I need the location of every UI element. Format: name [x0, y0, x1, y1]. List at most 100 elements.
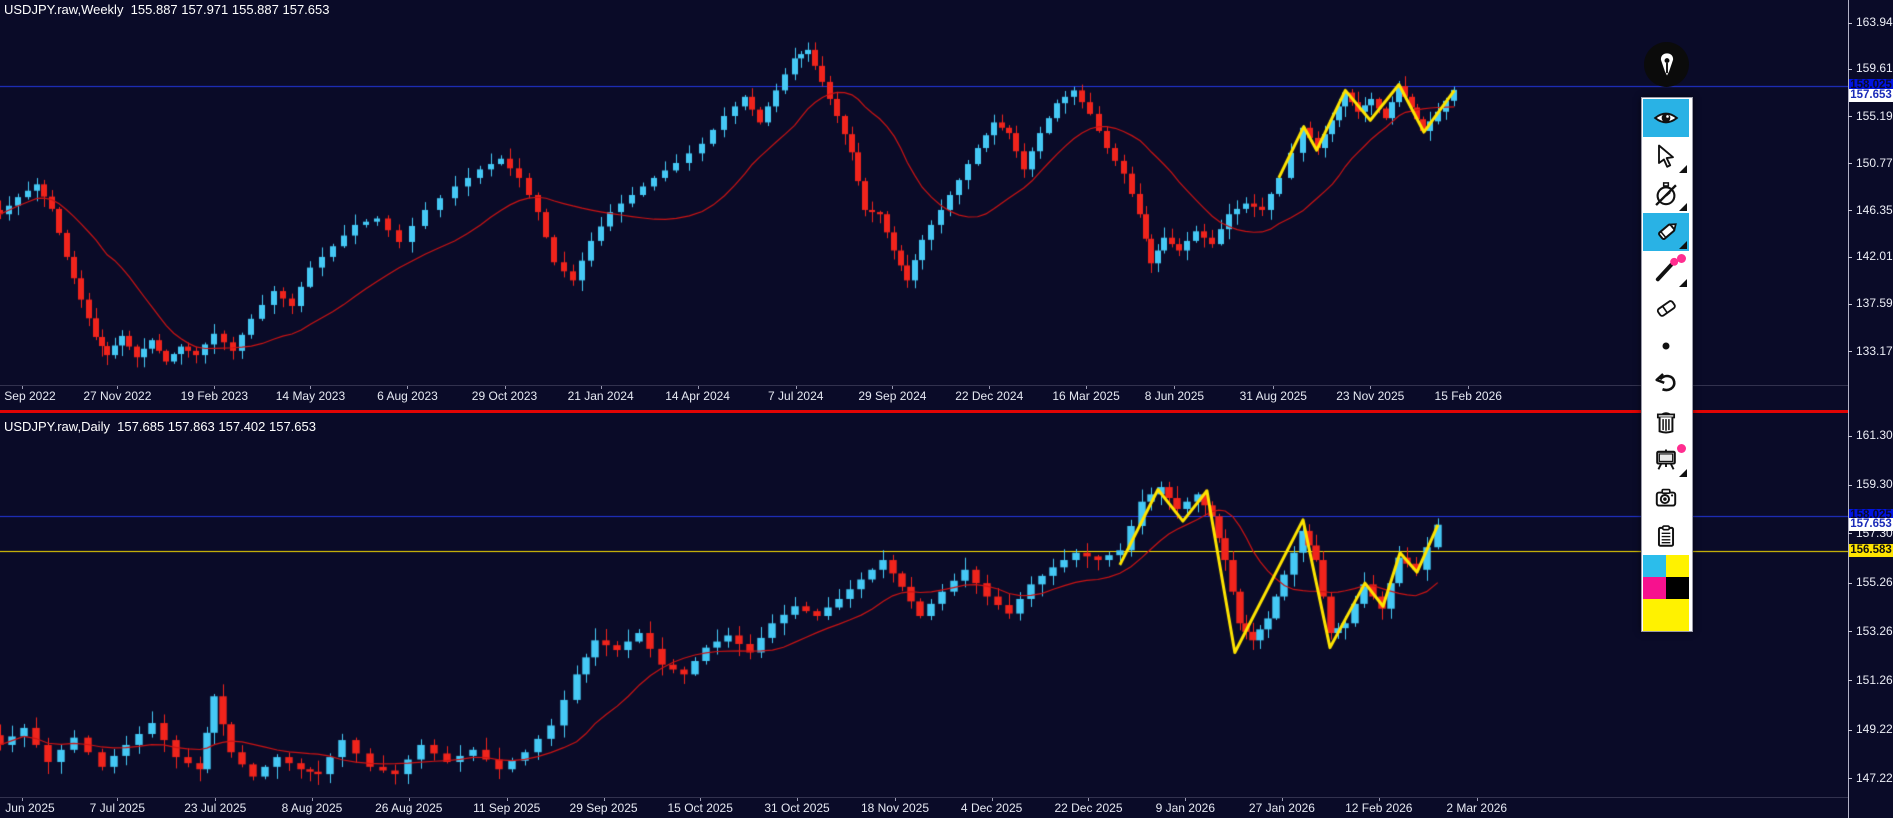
tool-draw-button[interactable]	[1643, 213, 1689, 251]
date-label: 11 Sep 2025	[473, 801, 541, 815]
trash-icon	[1652, 408, 1680, 436]
tool-screenshot-button[interactable]	[1643, 479, 1689, 517]
date-tick-mark	[311, 798, 313, 801]
price-label: 153.264	[1856, 623, 1893, 638]
date-label: 23 Jul 2025	[184, 801, 247, 815]
tool-line-tool-button[interactable]	[1643, 251, 1689, 289]
date-tick-mark	[1185, 798, 1187, 801]
date-label: 27 Jan 2026	[1248, 801, 1315, 815]
price-tick-mark	[1848, 68, 1852, 70]
date-tick-mark	[991, 798, 993, 801]
price-label: 155.264	[1856, 575, 1893, 590]
dot-icon	[1652, 332, 1680, 360]
weekly-date-axis[interactable]: Sep 2022 27 Nov 2022 19 Feb 2023 14 May 202…	[0, 385, 1848, 407]
notification-dot	[1677, 444, 1686, 453]
divider-red-line	[0, 410, 1893, 413]
price-tick-mark	[1848, 435, 1852, 437]
date-label: 31 Oct 2025	[764, 801, 830, 815]
current-color-swatch[interactable]	[1643, 599, 1689, 631]
date-tick-mark	[989, 386, 991, 389]
color-palette	[1643, 555, 1689, 599]
date-tick-mark	[894, 798, 896, 801]
cursor-arrow-icon	[1652, 142, 1680, 170]
date-label: 6 Aug 2023	[377, 389, 438, 403]
date-tick-mark	[22, 798, 24, 801]
color-swatch[interactable]	[1643, 577, 1666, 599]
whiteboard-icon	[1651, 446, 1681, 474]
date-tick-mark	[892, 386, 894, 389]
date-label: 2 Mar 2026	[1446, 801, 1508, 815]
price-label: 142.017	[1856, 249, 1893, 264]
price-tick-mark	[1848, 533, 1852, 535]
date-tick-mark	[215, 798, 217, 801]
date-tick-mark	[797, 798, 799, 801]
tool-timer-button[interactable]	[1643, 175, 1689, 213]
color-swatch[interactable]	[1666, 555, 1689, 577]
price-tick-mark	[1848, 116, 1852, 118]
date-tick-mark	[603, 798, 605, 801]
price-tick-mark	[1848, 303, 1852, 305]
price-label: 133.177	[1856, 343, 1893, 358]
daily-chart-panel: USDJPY.raw,Daily 157.685 157.863 157.402…	[0, 417, 1848, 818]
tool-cursor-button[interactable]	[1643, 137, 1689, 175]
weekly-chart-panel: USDJPY.raw,Weekly 155.887 157.971 155.88…	[0, 0, 1848, 407]
tool-point-button[interactable]	[1643, 327, 1689, 365]
daily-date-axis[interactable]: Jun 2025 7 Jul 2025 23 Jul 2025 8 Aug 2025 2…	[0, 797, 1848, 818]
price-tick-mark	[1848, 680, 1852, 682]
submenu-corner-triangle	[1679, 279, 1687, 287]
date-label: 16 Mar 2025	[1052, 389, 1120, 403]
date-tick-mark	[697, 386, 699, 389]
date-tick-mark	[504, 386, 506, 389]
price-label: 150.772	[1856, 155, 1893, 170]
price-tag: 157.653	[1849, 89, 1893, 103]
date-label: 27 Nov 2022	[83, 389, 152, 403]
price-tag: 156.583	[1849, 544, 1893, 558]
date-label: 4 Dec 2025	[960, 801, 1023, 815]
date-tick-mark	[700, 798, 702, 801]
date-tick-mark	[506, 798, 508, 801]
tool-undo-button[interactable]	[1643, 365, 1689, 403]
date-tick-mark	[117, 798, 119, 801]
price-tag: 158.025	[1849, 79, 1893, 93]
date-label: 8 Aug 2025	[281, 801, 343, 815]
color-swatch[interactable]	[1643, 555, 1666, 577]
tool-visibility-button[interactable]	[1643, 99, 1689, 137]
camera-icon	[1652, 485, 1680, 511]
date-label: 14 Apr 2024	[665, 389, 730, 403]
price-label: 151.264	[1856, 672, 1893, 687]
fountain-pen-nib-icon[interactable]	[1644, 42, 1689, 87]
tool-delete-button[interactable]	[1643, 403, 1689, 441]
price-axis[interactable]: 163.947 159.612 155.192 150.772 146.352 142.0…	[1848, 0, 1893, 818]
date-tick-mark	[1476, 798, 1478, 801]
date-label: 22 Dec 2024	[955, 389, 1024, 403]
price-tick-mark	[1848, 631, 1852, 633]
color-swatch[interactable]	[1666, 577, 1689, 599]
date-label: 14 May 2023	[275, 389, 346, 403]
daily-candlestick-chart[interactable]	[0, 417, 1848, 797]
tool-clipboard-button[interactable]	[1643, 517, 1689, 555]
daily-chart-title: USDJPY.raw,Daily 157.685 157.863 157.402…	[4, 419, 316, 434]
date-label: 7 Jul 2025	[89, 801, 146, 815]
panel-divider[interactable]	[0, 406, 1893, 417]
price-label: 159.612	[1856, 61, 1893, 76]
price-label: 161.304	[1856, 428, 1893, 443]
date-label: 18 Nov 2025	[860, 801, 930, 815]
eye-icon	[1651, 105, 1681, 131]
date-tick-mark	[1086, 386, 1088, 389]
price-label: 149.224	[1856, 722, 1893, 737]
date-label: 26 Aug 2025	[375, 801, 443, 815]
date-label: 15 Feb 2026	[1434, 389, 1502, 403]
price-label: 163.947	[1856, 15, 1893, 30]
date-tick-mark	[117, 386, 119, 389]
tool-eraser-button[interactable]	[1643, 289, 1689, 327]
date-tick-mark	[1370, 386, 1372, 389]
tool-board-button[interactable]	[1643, 441, 1689, 479]
date-tick-mark	[1468, 386, 1470, 389]
date-tick-mark	[1273, 386, 1275, 389]
stopwatch-off-icon	[1652, 180, 1680, 208]
price-tick-mark	[1848, 256, 1852, 258]
price-tag: 157.653	[1849, 518, 1893, 532]
weekly-candlestick-chart[interactable]	[0, 0, 1848, 385]
price-tick-mark	[1848, 778, 1852, 780]
